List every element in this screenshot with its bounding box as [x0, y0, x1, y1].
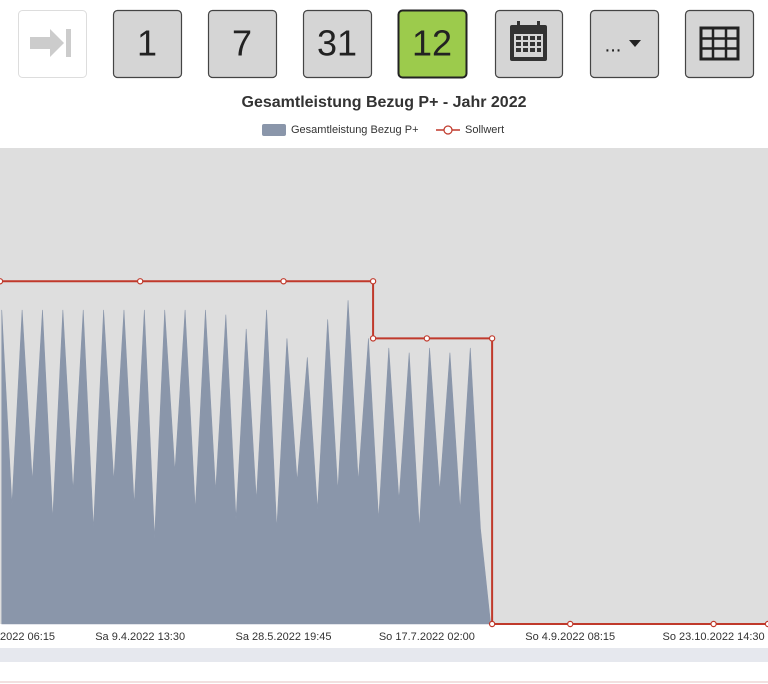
- line-marker: [567, 620, 574, 628]
- legend-label: Sollwert: [465, 124, 504, 136]
- x-tick-label: Sa 9.4.2022 13:30: [95, 631, 185, 643]
- table-button[interactable]: [684, 9, 755, 79]
- period-button[interactable]: 31: [302, 9, 373, 79]
- calendar-button[interactable]: [494, 9, 564, 79]
- line-marker: [369, 335, 377, 342]
- button-frame: [207, 9, 278, 79]
- period-button[interactable]: 1: [112, 9, 183, 79]
- more-label: ...: [605, 34, 622, 56]
- line-marker: [423, 335, 431, 342]
- line-marker: [764, 620, 768, 628]
- x-tick-label: So 4.9.2022 08:15: [525, 631, 615, 643]
- navigator: [0, 648, 768, 662]
- area-series: [1, 300, 491, 625]
- button-frame: [112, 9, 183, 79]
- button-label: 7: [232, 23, 252, 64]
- plot: [0, 278, 768, 628]
- button-label: 31: [317, 23, 357, 64]
- line-marker: [488, 620, 496, 628]
- line-marker: [710, 620, 717, 628]
- period-button[interactable]: 12: [397, 9, 468, 79]
- button-frame: [302, 9, 373, 79]
- collapse-button[interactable]: [18, 10, 87, 78]
- x-tick-label: 2022 06:15: [0, 631, 55, 643]
- line-marker: [280, 278, 287, 285]
- button-frame: [397, 9, 468, 79]
- line-marker: [136, 278, 144, 285]
- legend: Gesamtleistung Bezug P+ Sollwert: [262, 124, 504, 136]
- chart-title: Gesamtleistung Bezug P+ - Jahr 2022: [242, 94, 527, 111]
- line-marker: [369, 278, 377, 285]
- button-label: 1: [137, 23, 157, 64]
- more-button[interactable]: ...: [589, 9, 660, 79]
- period-button[interactable]: 7: [207, 9, 278, 79]
- x-tick-label: Sa 28.5.2022 19:45: [235, 631, 331, 643]
- legend-label: Gesamtleistung Bezug P+: [291, 124, 419, 136]
- x-tick-label: So 17.7.2022 02:00: [379, 631, 475, 643]
- x-tick-label: So 23.10.2022 14:30: [663, 631, 765, 643]
- button-label: 12: [412, 23, 452, 64]
- line-marker: [0, 278, 4, 285]
- legend-swatch: [262, 124, 286, 136]
- toolbar: ... 1 7 31 12: [18, 9, 755, 79]
- line-marker: [488, 335, 496, 342]
- legend-marker: [443, 125, 453, 135]
